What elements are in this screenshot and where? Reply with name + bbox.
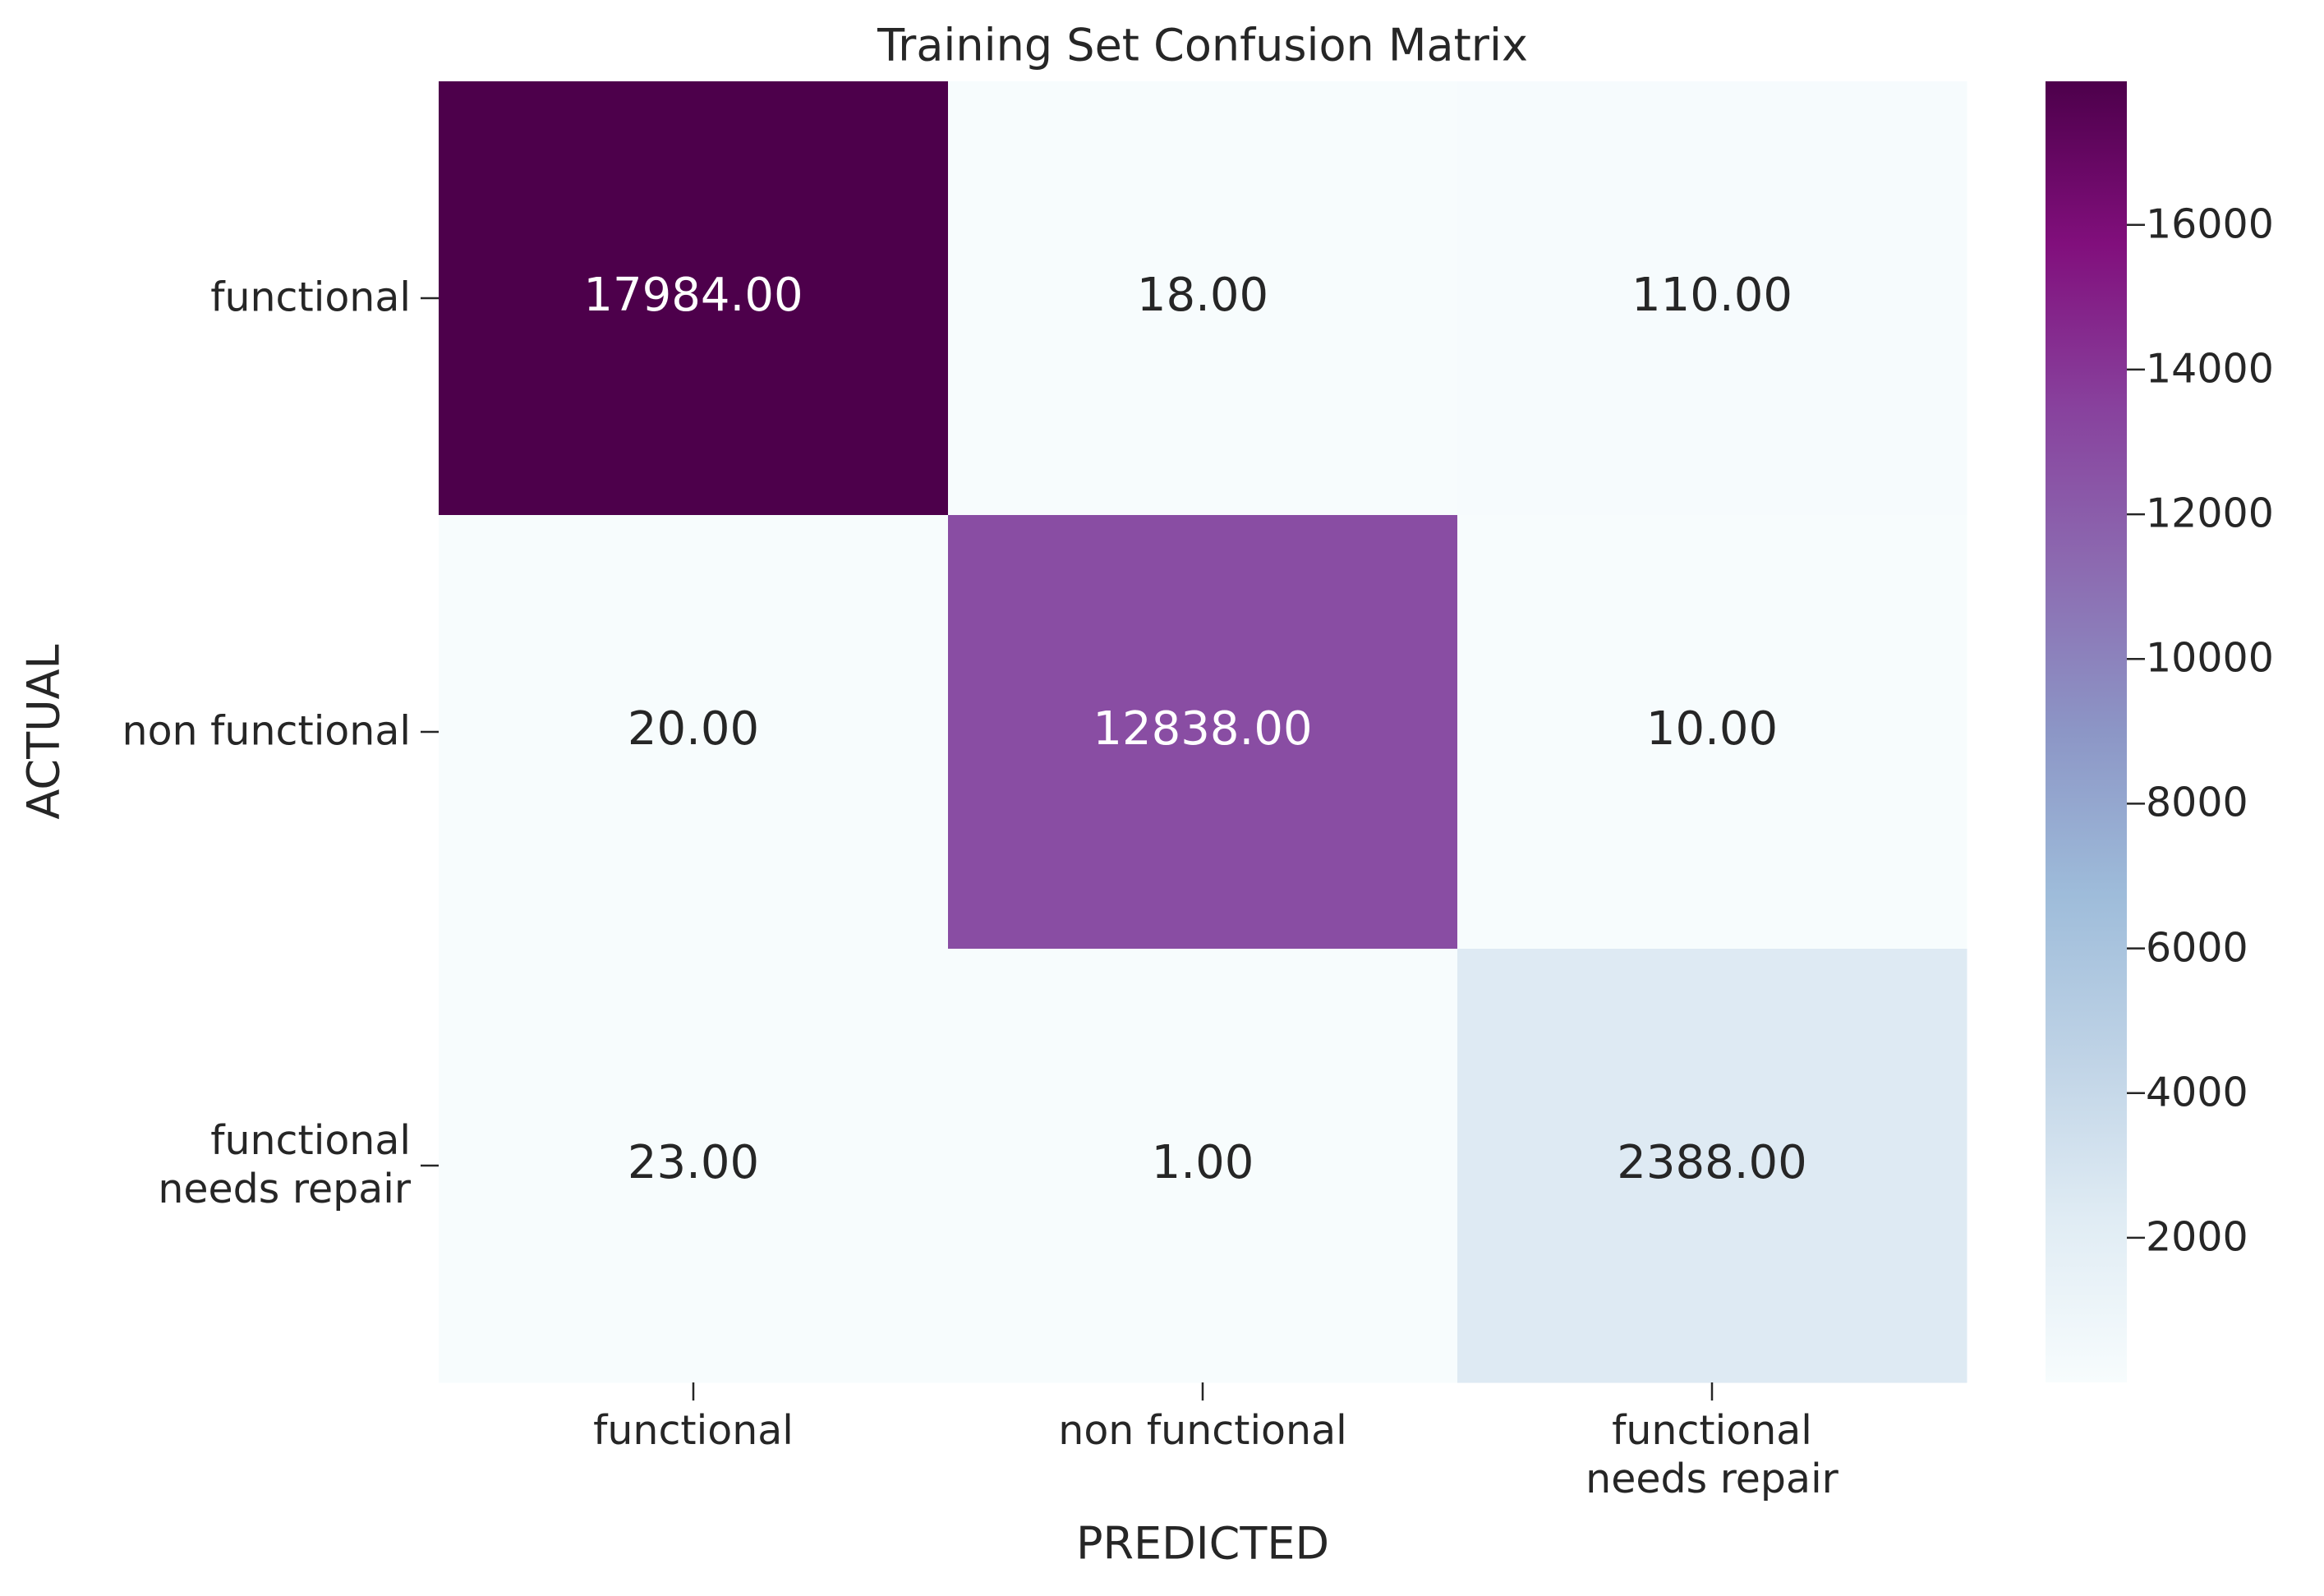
colorbar-tick-label: 2000 [2146,1213,2248,1261]
y-tick-label: functional needs repair [158,1117,411,1212]
colorbar [2046,81,2127,1382]
colorbar-tick-label: 14000 [2146,345,2274,393]
cell-value-label: 18.00 [1137,269,1268,322]
cell-value-label: 23.00 [628,1136,759,1189]
heatmap-cell [1457,515,1967,950]
cell-value-label: 110.00 [1631,269,1792,322]
colorbar-tick-label: 12000 [2146,490,2274,537]
colorbar-tick-label: 6000 [2146,924,2248,972]
x-tick-label: functional [593,1407,794,1454]
heatmap-cell [1457,949,1967,1383]
heatmap-cell [948,81,1458,516]
y-tick-label: non functional [122,707,411,755]
heatmap-cell [948,949,1458,1383]
cell-value-label: 10.00 [1646,702,1778,756]
colorbar-tick-label: 4000 [2146,1069,2248,1116]
x-tick-label: non functional [1058,1407,1347,1454]
cell-value-label: 17984.00 [583,269,803,322]
y-tick-label: functional [210,274,411,321]
heatmap-cell [439,81,949,516]
x-tick-label: functional needs repair [1585,1407,1838,1502]
heatmap-cell [948,515,1458,950]
cell-value-label: 12838.00 [1093,702,1312,756]
colorbar-tick-label: 8000 [2146,780,2248,827]
chart-title: Training Set Confusion Matrix [877,19,1528,71]
heatmap-cell [439,949,949,1383]
cell-value-label: 20.00 [628,702,759,756]
cell-value-label: 1.00 [1152,1136,1254,1189]
cell-value-label: 2388.00 [1617,1136,1807,1189]
colorbar-tick-label: 10000 [2146,634,2274,682]
colorbar-tick-label: 16000 [2146,200,2274,248]
x-axis-label: PREDICTED [1075,1517,1330,1570]
y-axis-label: ACTUAL [17,644,70,820]
heatmap-cell [439,515,949,950]
heatmap-cell [1457,81,1967,516]
